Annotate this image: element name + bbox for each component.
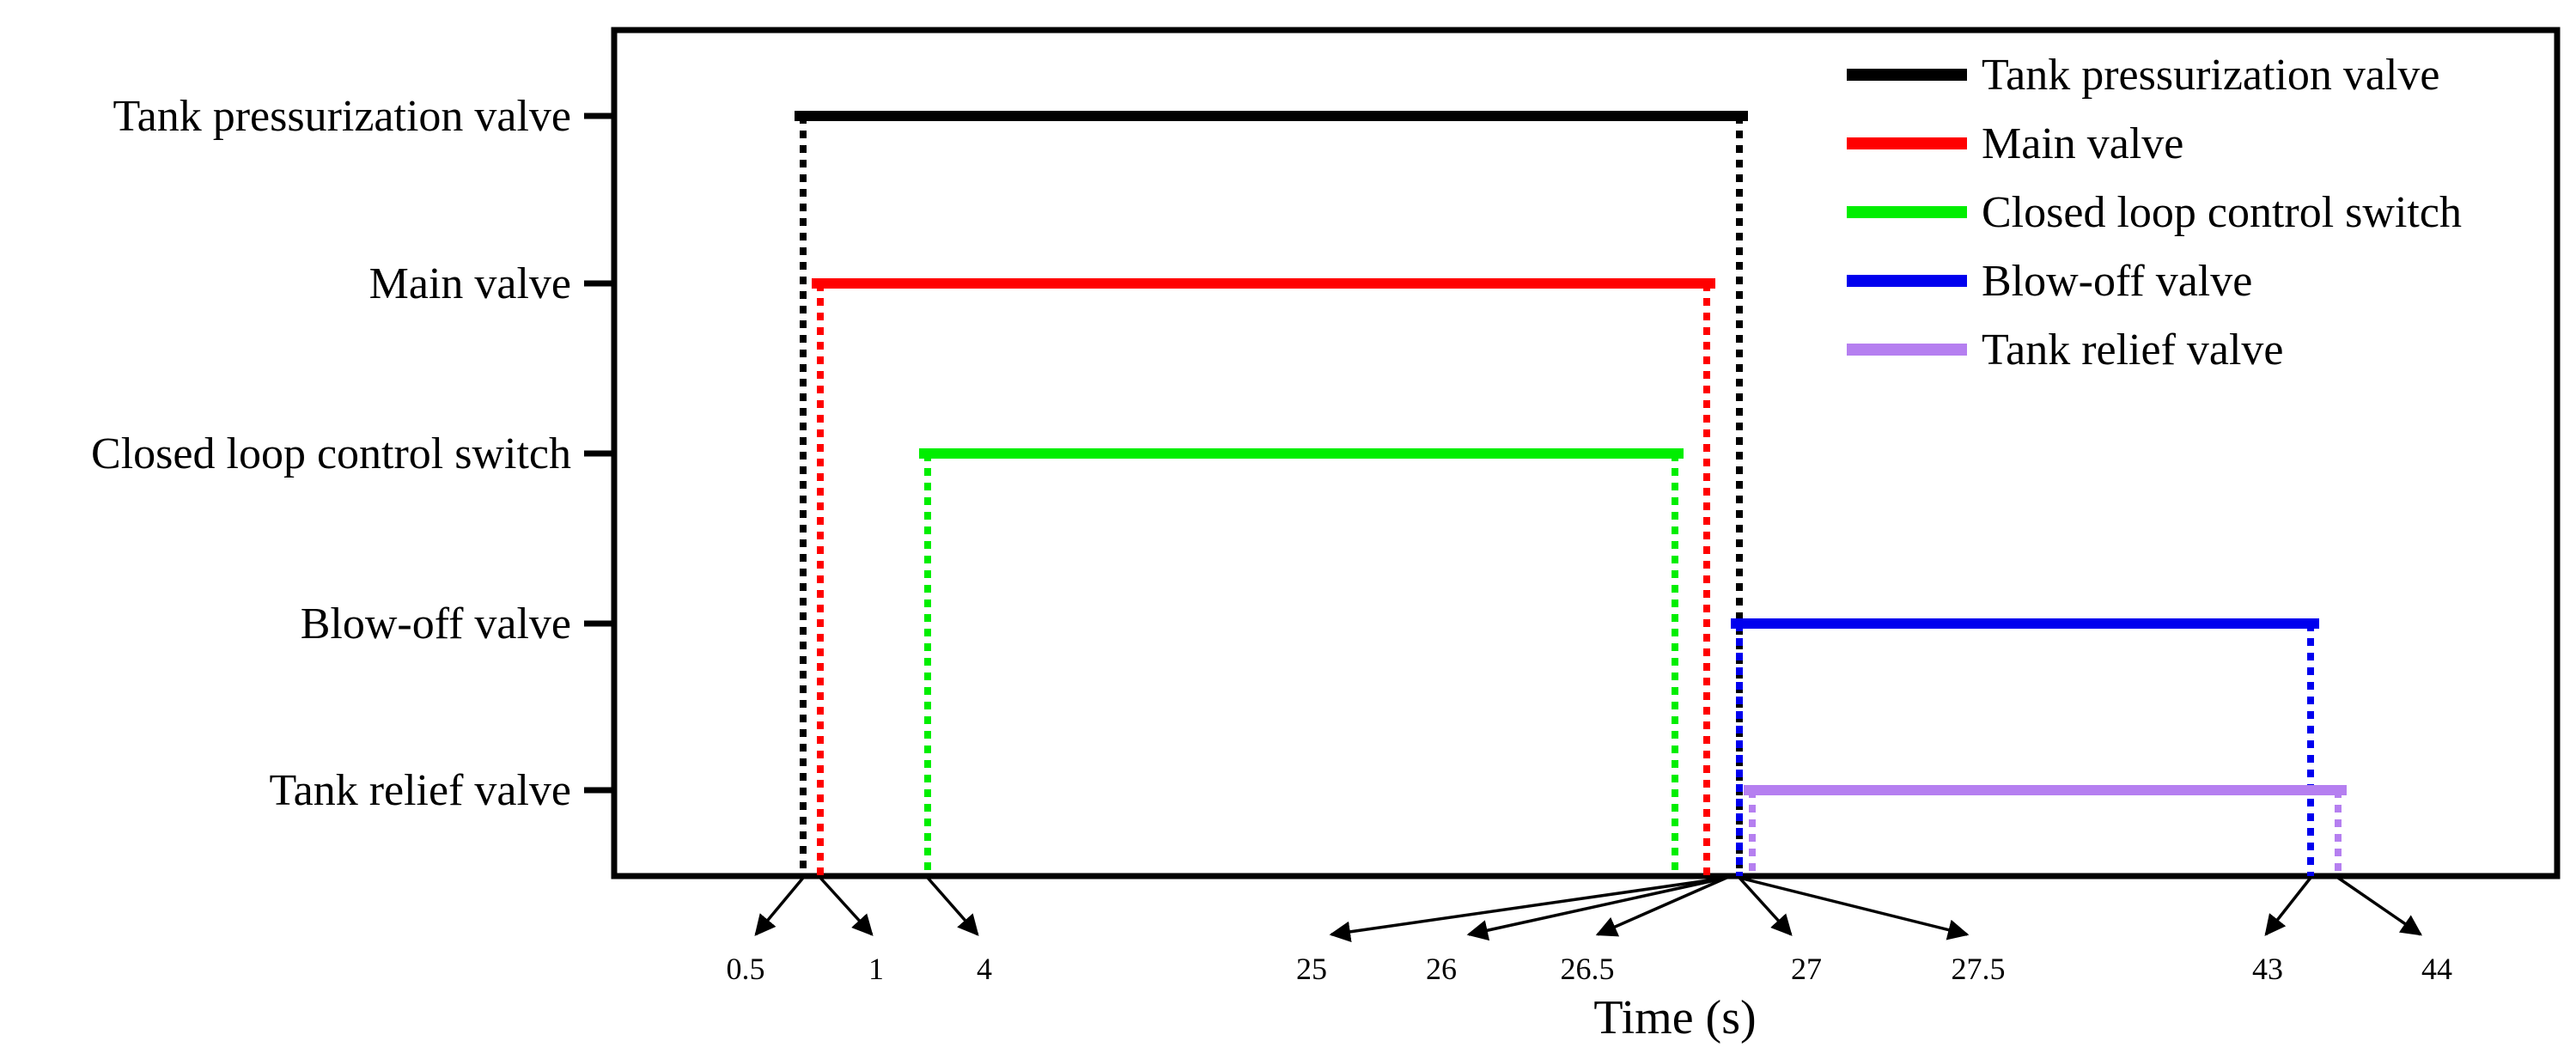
legend-label-closed-loop-control-switch: Closed loop control switch — [1982, 188, 2462, 237]
time-arrow-5 — [1595, 876, 1727, 937]
y-label-main-valve: Main valve — [369, 259, 571, 308]
y-label-tank-pressurization-valve: Tank pressurization valve — [113, 92, 571, 141]
time-arrow-1 — [819, 876, 874, 936]
time-label-9: 44 — [2421, 952, 2452, 986]
legend: Tank pressurization valve Main valve Close… — [1847, 51, 2462, 374]
y-label-closed-loop-control-switch: Closed loop control switch — [91, 429, 571, 478]
y-label-tank-relief-valve: Tank relief valve — [269, 766, 571, 815]
time-label-0: 0.5 — [727, 952, 765, 986]
time-arrows: 0.5 1 4 25 26 26.5 27 27.5 43 44 — [727, 876, 2452, 986]
time-arrow-2 — [926, 876, 979, 936]
time-arrow-8 — [2264, 876, 2312, 936]
time-label-2: 4 — [977, 952, 992, 986]
time-label-8: 43 — [2252, 952, 2283, 986]
time-arrow-6 — [1738, 876, 1793, 936]
legend-label-tank-relief-valve: Tank relief valve — [1982, 326, 2284, 374]
time-label-5: 26.5 — [1561, 952, 1615, 986]
time-label-3: 25 — [1296, 952, 1327, 986]
time-arrow-9 — [2337, 876, 2423, 936]
x-axis-title: Time (s) — [1593, 991, 1756, 1044]
y-axis-labels: Tank pressurization valve Main valve Close… — [91, 92, 614, 815]
time-arrow-0 — [754, 876, 805, 936]
legend-label-blow-off-valve: Blow-off valve — [1982, 257, 2252, 306]
time-arrow-7 — [1739, 876, 1970, 940]
time-label-4: 26 — [1426, 952, 1457, 986]
series-steps — [795, 111, 2347, 876]
y-label-blow-off-valve: Blow-off valve — [301, 599, 571, 648]
legend-label-main-valve: Main valve — [1982, 119, 2183, 168]
time-arrow-3 — [1329, 876, 1727, 942]
time-label-7: 27.5 — [1952, 952, 2006, 986]
time-label-1: 1 — [868, 952, 884, 986]
time-arrow-4 — [1466, 876, 1727, 941]
legend-label-tank-pressurization-valve: Tank pressurization valve — [1982, 51, 2440, 100]
time-label-6: 27 — [1791, 952, 1822, 986]
